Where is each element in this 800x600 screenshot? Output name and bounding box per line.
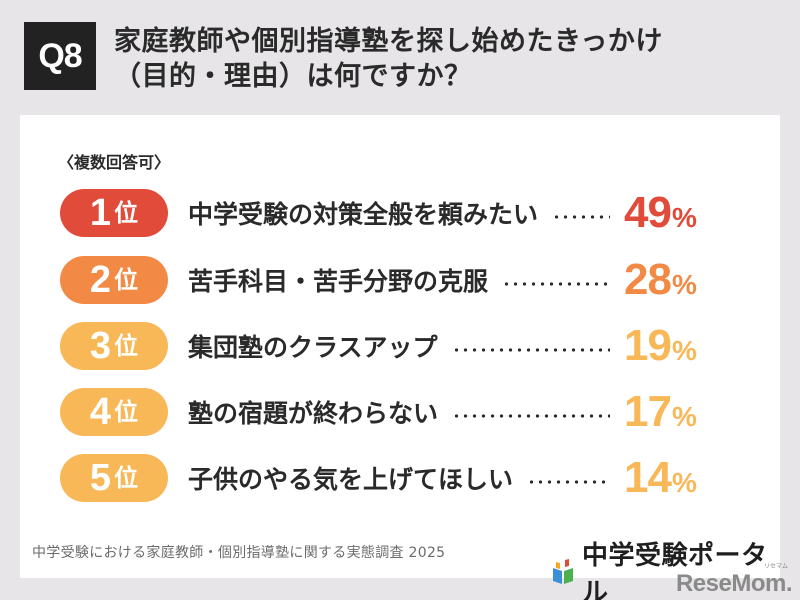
ranking-row: 5 位 子供のやる気を上げてほしい 14% (60, 453, 720, 503)
ranking-row: 2 位 苦手科目・苦手分野の克服 28% (60, 255, 720, 305)
percent-sign: % (671, 202, 697, 233)
reason-label: 中学受験の対策全般を頼みたい (188, 200, 539, 229)
ranking-row: 3 位 集団塾のクラスアップ 19% (60, 321, 720, 371)
resemom-watermark: ReseMom. (675, 570, 793, 597)
percent-sign: % (671, 269, 697, 300)
rank-suffix: 位 (114, 199, 139, 227)
ranking-row: 4 位 塾の宿題が終わらない 17% (60, 387, 720, 437)
dotted-leader (451, 348, 610, 352)
percent-sign: % (671, 467, 697, 498)
rank-suffix: 位 (114, 332, 139, 360)
title-line-2: （目的・理由）は何ですか？ (114, 61, 472, 92)
percentage-number: 14 (624, 453, 672, 502)
reason-label: 集団塾のクラスアップ (188, 333, 438, 362)
watermark-ruby: リセマム (763, 563, 788, 570)
percentage-value: 14% (624, 453, 720, 503)
percentage-value: 28% (624, 255, 720, 305)
dotted-leader (527, 480, 610, 484)
reason-label: 苦手科目・苦手分野の克服 (188, 267, 489, 296)
rank-suffix: 位 (114, 266, 139, 294)
percent-sign: % (671, 401, 697, 432)
ranking-panel: 〈複数回答可〉 1 位 中学受験の対策全般を頼みたい 49% 2 位 苦手科目・… (20, 115, 780, 600)
multiple-answer-note: 〈複数回答可〉 (58, 153, 171, 172)
percentage-number: 49 (624, 188, 672, 237)
percentage-value: 49% (624, 188, 720, 238)
rank-number: 1 (89, 192, 112, 234)
title-line-1: 家庭教師や個別指導塾を探し始めたきっかけ (114, 26, 663, 57)
ranking-row: 1 位 中学受験の対策全般を頼みたい 49% (60, 188, 720, 238)
reason-label: 子供のやる気を上げてほしい (188, 465, 514, 494)
dotted-leader (452, 414, 610, 418)
rank-number: 5 (89, 457, 112, 499)
rank-number: 4 (89, 391, 112, 433)
rank-suffix: 位 (114, 398, 139, 426)
dotted-leader (502, 282, 610, 286)
question-number-badge: Q8 (24, 22, 96, 90)
brand-name: 中学受験ポータル (582, 541, 768, 600)
rank-number: 2 (89, 259, 112, 301)
percentage-value: 17% (624, 387, 720, 437)
percentage-value: 19% (624, 321, 720, 371)
rank-suffix: 位 (114, 464, 139, 492)
percentage-number: 17 (624, 387, 672, 436)
rank-badge: 1 位 (60, 189, 168, 237)
rank-badge: 3 位 (60, 322, 168, 370)
page-title: 家庭教師や個別指導塾を探し始めたきっかけ （目的・理由）は何ですか？ (114, 24, 663, 94)
dotted-leader (552, 215, 610, 219)
percentage-number: 19 (624, 321, 672, 370)
rank-number: 3 (89, 325, 112, 367)
rank-badge: 2 位 (60, 256, 168, 304)
brand-logo: 中学受験ポータル (552, 535, 780, 600)
rank-badge: 5 位 (60, 454, 168, 502)
rank-badge: 4 位 (60, 388, 168, 436)
reason-label: 塾の宿題が終わらない (188, 399, 439, 428)
book-logo-icon (552, 559, 574, 585)
percent-sign: % (671, 335, 697, 366)
survey-source: 中学受験における家庭教師・個別指導塾に関する実態調査 2025 (32, 545, 446, 561)
percentage-number: 28 (624, 255, 672, 304)
